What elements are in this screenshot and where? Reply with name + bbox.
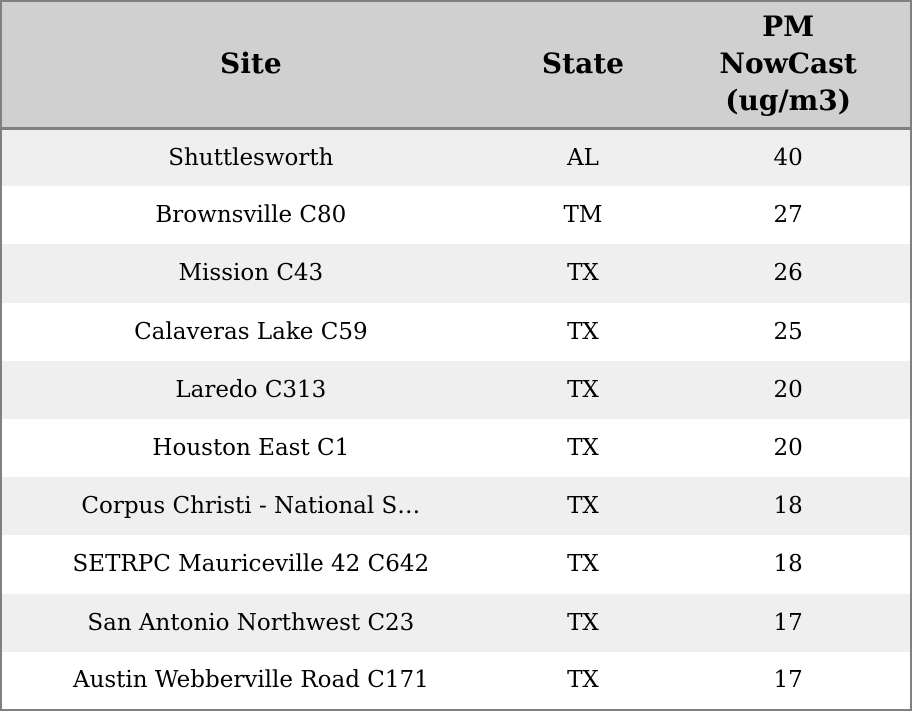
state-cell: TX: [567, 551, 599, 578]
table-row[interactable]: Mission C43 TX 26: [1, 244, 911, 303]
state-cell: TM: [563, 202, 603, 229]
site-cell: Laredo C313: [175, 376, 327, 403]
table-header: Site State PM NowCast (ug/m3): [1, 1, 911, 130]
site-cell: Corpus Christi - National S…: [81, 493, 421, 520]
table-row[interactable]: Laredo C313 TX 20: [1, 360, 911, 419]
state-cell: AL: [567, 144, 599, 171]
table-row[interactable]: Houston East C1 TX 20: [1, 418, 911, 478]
table-row[interactable]: Calaveras Lake C59 TX 25: [1, 302, 911, 361]
column-header-pm-nowcast[interactable]: PM NowCast (ug/m3): [666, 1, 911, 130]
pm-cell: 17: [773, 667, 803, 694]
pm-cell: 20: [773, 376, 803, 403]
table-row[interactable]: Corpus Christi - National S… TX 18: [1, 477, 911, 536]
state-cell: TX: [567, 260, 599, 287]
state-cell: TX: [567, 493, 599, 520]
pm-cell: 25: [773, 318, 803, 345]
table-row[interactable]: Austin Webberville Road C171 TX 17: [1, 651, 911, 710]
site-cell: Calaveras Lake C59: [134, 318, 368, 345]
column-header-site[interactable]: Site: [1, 1, 500, 130]
pm-cell: 20: [773, 435, 803, 462]
site-cell: Shuttlesworth: [168, 144, 334, 171]
column-header-state[interactable]: State: [499, 1, 667, 130]
site-cell: Brownsville C80: [155, 202, 347, 229]
site-cell: San Antonio Northwest C23: [87, 609, 415, 636]
pm-cell: 18: [773, 493, 803, 520]
pm-cell: 18: [773, 551, 803, 578]
site-cell: Houston East C1: [152, 435, 350, 462]
table-row[interactable]: San Antonio Northwest C23 TX 17: [1, 593, 911, 652]
pm-cell: 27: [773, 202, 803, 229]
pm-cell: 17: [773, 609, 803, 636]
site-cell: Austin Webberville Road C171: [72, 667, 429, 694]
site-cell: SETRPC Mauriceville 42 C642: [72, 551, 430, 578]
state-cell: TX: [567, 376, 599, 403]
table-row[interactable]: SETRPC Mauriceville 42 C642 TX 18: [1, 535, 911, 594]
table-body: Shuttlesworth AL 40 Brownsville C80 TM 2…: [1, 128, 911, 710]
pm-cell: 40: [773, 144, 803, 171]
state-cell: TX: [567, 667, 599, 694]
site-cell: Mission C43: [178, 260, 324, 287]
header-row: Site State PM NowCast (ug/m3): [1, 1, 911, 130]
state-cell: TX: [567, 609, 599, 636]
pm-cell: 26: [773, 260, 803, 287]
state-cell: TX: [567, 435, 599, 462]
table-row[interactable]: Brownsville C80 TM 27: [1, 186, 911, 245]
state-cell: TX: [567, 318, 599, 345]
table-row[interactable]: Shuttlesworth AL 40: [1, 128, 911, 187]
